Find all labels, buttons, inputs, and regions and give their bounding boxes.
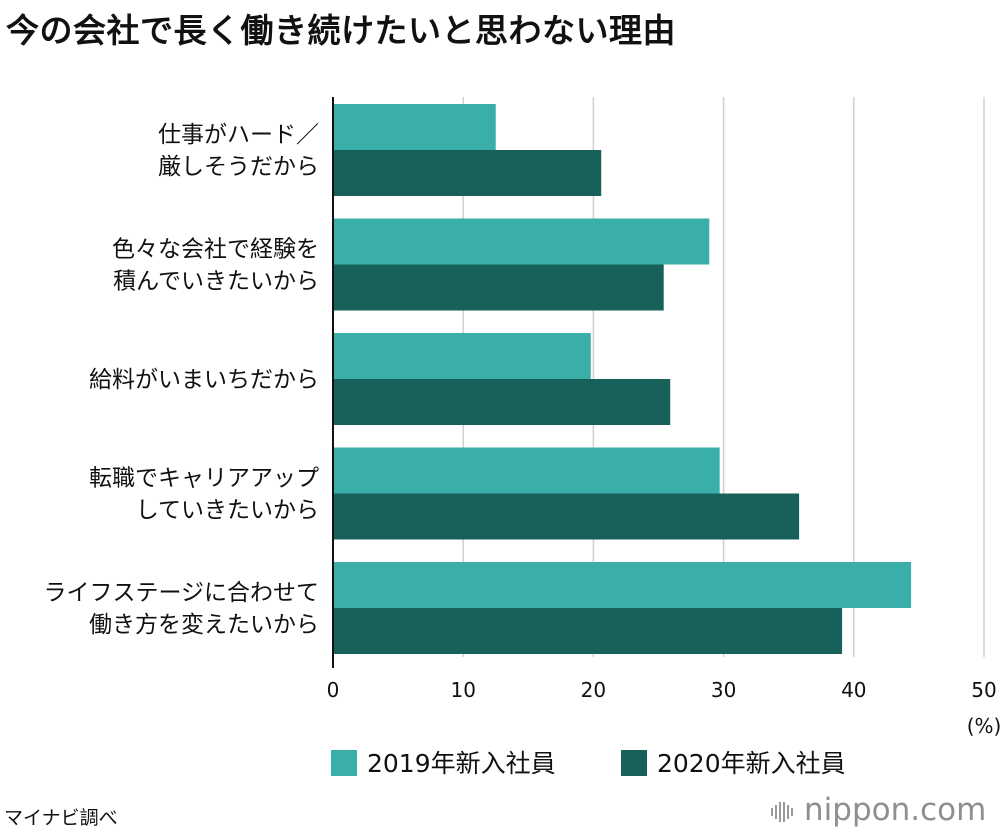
- bar-2019: [333, 447, 720, 494]
- category-label: 色々な会社で経験を: [112, 237, 319, 263]
- category-label: 積んでいきたいから: [113, 269, 319, 295]
- bar-2020: [333, 493, 800, 540]
- x-tick-label: 20: [581, 678, 606, 702]
- bar-2019: [333, 562, 912, 608]
- bar-2020: [333, 608, 843, 654]
- nippon-logo: nippon.com: [770, 792, 986, 828]
- logo-text: nippon.com: [804, 792, 987, 828]
- x-tick-label: 30: [711, 678, 736, 702]
- bar-2020: [333, 264, 664, 311]
- bar-2019: [333, 218, 710, 265]
- x-tick-label: 10: [450, 678, 475, 702]
- bar-2019: [333, 104, 496, 150]
- x-tick-label: 0: [327, 678, 340, 702]
- legend-swatch: [331, 750, 357, 776]
- x-tick-label: 40: [841, 678, 866, 702]
- chart-title: 今の会社で長く働き続けたいと思わない理由: [6, 11, 676, 50]
- legend-swatch: [621, 750, 647, 776]
- x-tick-label: 50: [971, 678, 996, 702]
- legend-label: 2019年新入社員: [367, 749, 556, 778]
- source-note: マイナビ調べ: [4, 807, 118, 829]
- bar-2020: [333, 150, 602, 196]
- category-label: 働き方を変えたいから: [89, 612, 319, 638]
- category-label: していきたいから: [136, 498, 319, 524]
- legend-label: 2020年新入社員: [657, 749, 846, 778]
- logo-mark-icon: [771, 801, 793, 822]
- x-unit-label: (%): [967, 714, 1000, 738]
- bar-2019: [333, 333, 591, 379]
- category-label: 厳しそうだから: [158, 154, 319, 180]
- category-label: 転職でキャリアアップ: [89, 466, 319, 492]
- category-label: 仕事がハード／: [158, 122, 319, 148]
- category-label: 給料がいまいちだから: [89, 367, 319, 393]
- category-label: ライフステージに合わせて: [43, 580, 319, 606]
- bar-2020: [333, 379, 671, 425]
